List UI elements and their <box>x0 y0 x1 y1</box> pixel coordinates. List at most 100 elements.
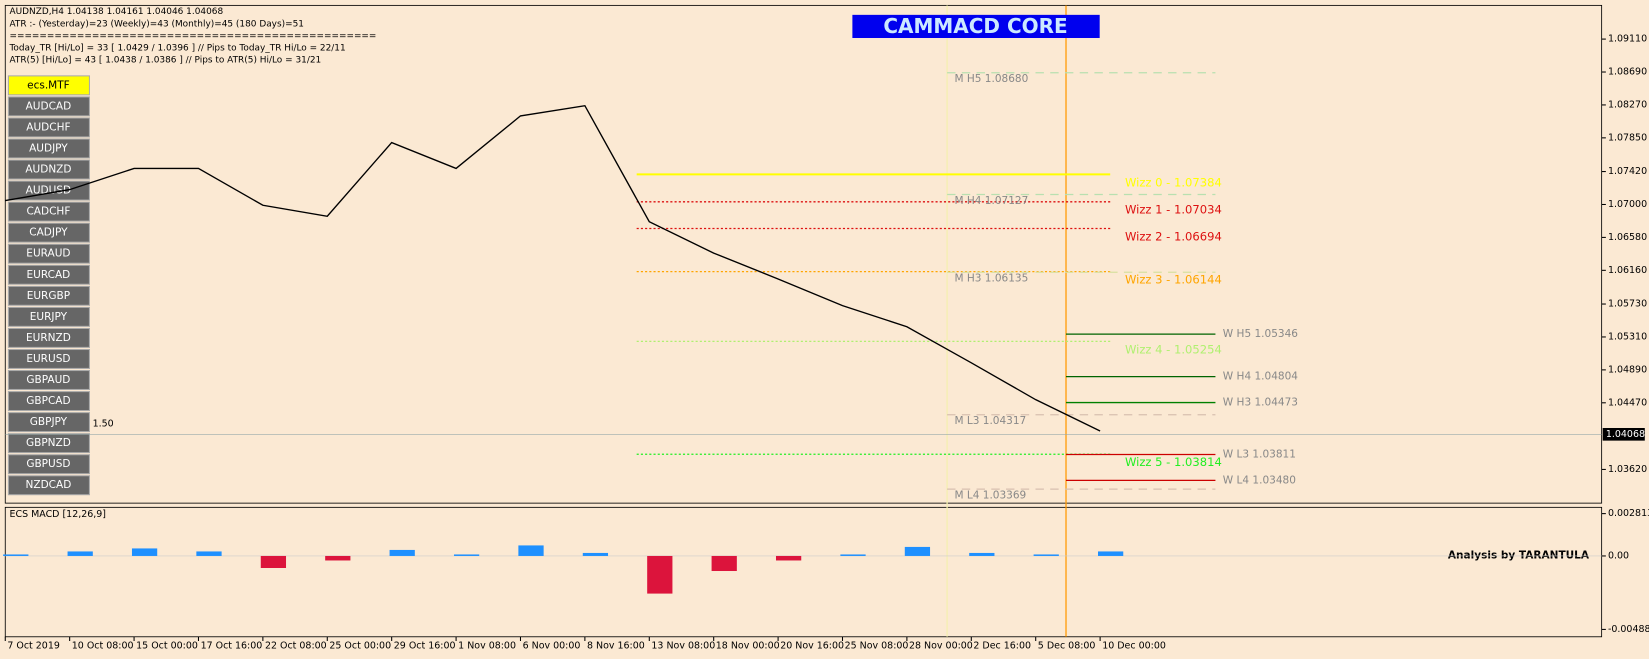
symbol-button[interactable]: GBPNZD <box>7 433 90 454</box>
button-bg[interactable] <box>7 75 90 96</box>
x-tick-label: 2 Dec 16:00 <box>973 641 1031 652</box>
pivot-label: M H4 1.07127 <box>954 195 1028 207</box>
x-tick-label: 25 Oct 00:00 <box>329 641 391 652</box>
symbol-button[interactable]: AUDJPY <box>7 138 90 159</box>
x-tick-label: 10 Dec 00:00 <box>1102 641 1166 652</box>
x-tick-label: 17 Oct 16:00 <box>201 641 263 652</box>
button-bg[interactable] <box>7 391 90 412</box>
button-bg[interactable] <box>7 454 90 475</box>
y-tick-label: 1.09110 <box>1608 34 1647 45</box>
symbol-button[interactable]: GBPAUD <box>7 370 90 391</box>
symbol-button[interactable]: EURUSD <box>7 348 90 369</box>
symbol-button[interactable]: AUDCHF <box>7 117 90 138</box>
button-bg[interactable] <box>7 96 90 117</box>
button-label[interactable]: EURGBP <box>27 290 70 302</box>
button-bg[interactable] <box>7 243 90 264</box>
button-label[interactable]: AUDCAD <box>26 100 72 112</box>
symbol-button[interactable]: EURNZD <box>7 327 90 348</box>
pivot-label: M H3 1.06135 <box>954 273 1028 285</box>
current-price-box <box>1602 427 1645 441</box>
macd-bar <box>260 555 287 568</box>
symbol-button[interactable]: EURAUD <box>7 243 90 264</box>
button-bg[interactable] <box>7 138 90 159</box>
x-tick-label: 1 Nov 08:00 <box>458 641 516 652</box>
symbol-button[interactable]: CADJPY <box>7 222 90 243</box>
macd-bar <box>453 554 480 556</box>
button-bg[interactable] <box>7 412 90 433</box>
y-tick-label: 1.08690 <box>1608 67 1647 78</box>
y-tick-label: 1.04890 <box>1608 364 1647 375</box>
button-label[interactable]: EURAUD <box>26 248 70 260</box>
button-bg[interactable] <box>7 370 90 391</box>
button-bg[interactable] <box>7 117 90 138</box>
button-bg[interactable] <box>7 475 90 496</box>
button-bg[interactable] <box>7 180 90 201</box>
symbol-button[interactable]: GBPUSD <box>7 454 90 475</box>
macd-panel <box>4 506 1603 638</box>
button-label[interactable]: AUDNZD <box>25 164 71 176</box>
wizz-label: Wizz 0 - 1.07384 <box>1125 175 1222 189</box>
button-label[interactable]: NZDCAD <box>26 479 72 491</box>
y-tick-label: 1.05730 <box>1608 299 1647 310</box>
x-tick-label: 28 Nov 00:00 <box>909 641 973 652</box>
symbol-button[interactable]: EURGBP <box>7 285 90 306</box>
button-label[interactable]: AUDUSD <box>26 185 71 197</box>
symbol-button[interactable]: AUDNZD <box>7 159 90 180</box>
symbol-button[interactable]: NZDCAD <box>7 475 90 496</box>
header-line: AUDNZD,H4 1.04138 1.04161 1.04046 1.0406… <box>9 7 223 17</box>
symbol-button[interactable]: EURJPY <box>7 306 90 327</box>
symbol-button[interactable]: GBPJPY <box>7 412 90 433</box>
button-label[interactable]: AUDCHF <box>26 121 70 133</box>
button-bg[interactable] <box>7 201 90 222</box>
macd-bar <box>131 548 158 556</box>
button-label[interactable]: CADCHF <box>26 206 70 218</box>
button-label[interactable]: EURJPY <box>30 311 68 323</box>
pivot-label: M H5 1.08680 <box>954 73 1028 85</box>
macd-bar <box>389 549 415 556</box>
y-tick-label: 1.05310 <box>1608 331 1647 342</box>
wizz-label: Wizz 3 - 1.06144 <box>1125 273 1222 287</box>
x-tick-label: 22 Oct 08:00 <box>265 641 327 652</box>
pivot-label: M L3 1.04317 <box>954 415 1026 427</box>
button-label[interactable]: ecs.MTF <box>27 79 70 91</box>
button-bg[interactable] <box>7 264 90 285</box>
button-label[interactable]: GBPAUD <box>26 374 70 386</box>
button-label[interactable]: GBPUSD <box>26 458 70 470</box>
button-label[interactable]: GBPJPY <box>30 416 68 428</box>
pivot-label: W L3 1.03811 <box>1223 448 1296 460</box>
button-label[interactable]: AUDJPY <box>29 142 68 154</box>
y-tick-label: 1.07000 <box>1608 199 1647 210</box>
pivot-label: W L4 1.03480 <box>1223 474 1296 486</box>
x-tick-label: 6 Nov 00:00 <box>523 641 581 652</box>
macd-bar <box>518 545 544 556</box>
symbol-button[interactable]: AUDCAD <box>7 96 90 117</box>
side-label: 1.50 <box>93 419 114 430</box>
button-label[interactable]: GBPCAD <box>26 395 70 407</box>
button-bg[interactable] <box>7 222 90 243</box>
macd-bar <box>67 551 93 556</box>
title-box <box>852 14 1100 39</box>
button-label[interactable]: EURNZD <box>26 332 71 344</box>
button-bg[interactable] <box>7 159 90 180</box>
symbol-button[interactable]: CADCHF <box>7 201 90 222</box>
button-bg[interactable] <box>7 306 90 327</box>
symbol-button[interactable]: ecs.MTF <box>7 75 90 96</box>
macd-bar <box>775 555 802 561</box>
main-panel <box>4 4 1603 504</box>
symbol-button[interactable]: AUDUSD <box>7 180 90 201</box>
header-line: ATR(5) [Hi/Lo] = 43 [ 1.0438 / 1.0386 ] … <box>9 56 321 66</box>
button-label[interactable]: CADJPY <box>29 227 68 239</box>
y-tick-label: 1.03620 <box>1608 464 1647 475</box>
symbol-button[interactable]: GBPCAD <box>7 391 90 412</box>
button-bg[interactable] <box>7 348 90 369</box>
button-bg[interactable] <box>7 327 90 348</box>
x-tick-label: 29 Oct 16:00 <box>394 641 456 652</box>
button-bg[interactable] <box>7 285 90 306</box>
button-label[interactable]: EURUSD <box>26 353 70 365</box>
button-label[interactable]: GBPNZD <box>26 437 71 449</box>
button-bg[interactable] <box>7 433 90 454</box>
macd-bar <box>1098 551 1124 556</box>
button-label[interactable]: EURCAD <box>27 269 71 281</box>
symbol-button[interactable]: EURCAD <box>7 264 90 285</box>
